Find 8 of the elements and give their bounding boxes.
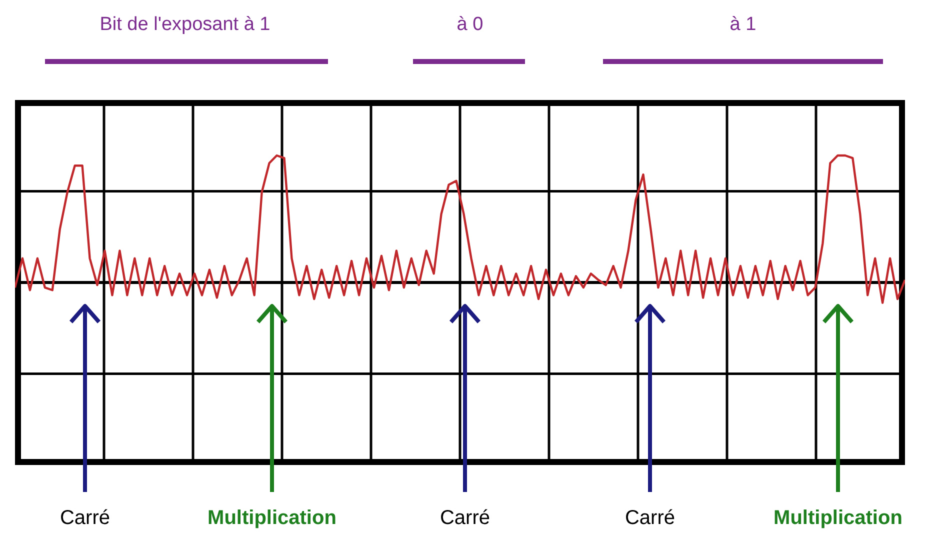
text: Carré bbox=[58, 507, 111, 530]
text: à 0 bbox=[456, 14, 484, 36]
text: Carré bbox=[438, 507, 491, 530]
text: à 1 bbox=[728, 14, 758, 36]
text: Carré bbox=[624, 507, 676, 530]
text: Multiplication bbox=[772, 507, 904, 530]
text: Bit de l'exposant à 1 bbox=[98, 14, 272, 36]
text: Multiplication bbox=[206, 507, 338, 530]
